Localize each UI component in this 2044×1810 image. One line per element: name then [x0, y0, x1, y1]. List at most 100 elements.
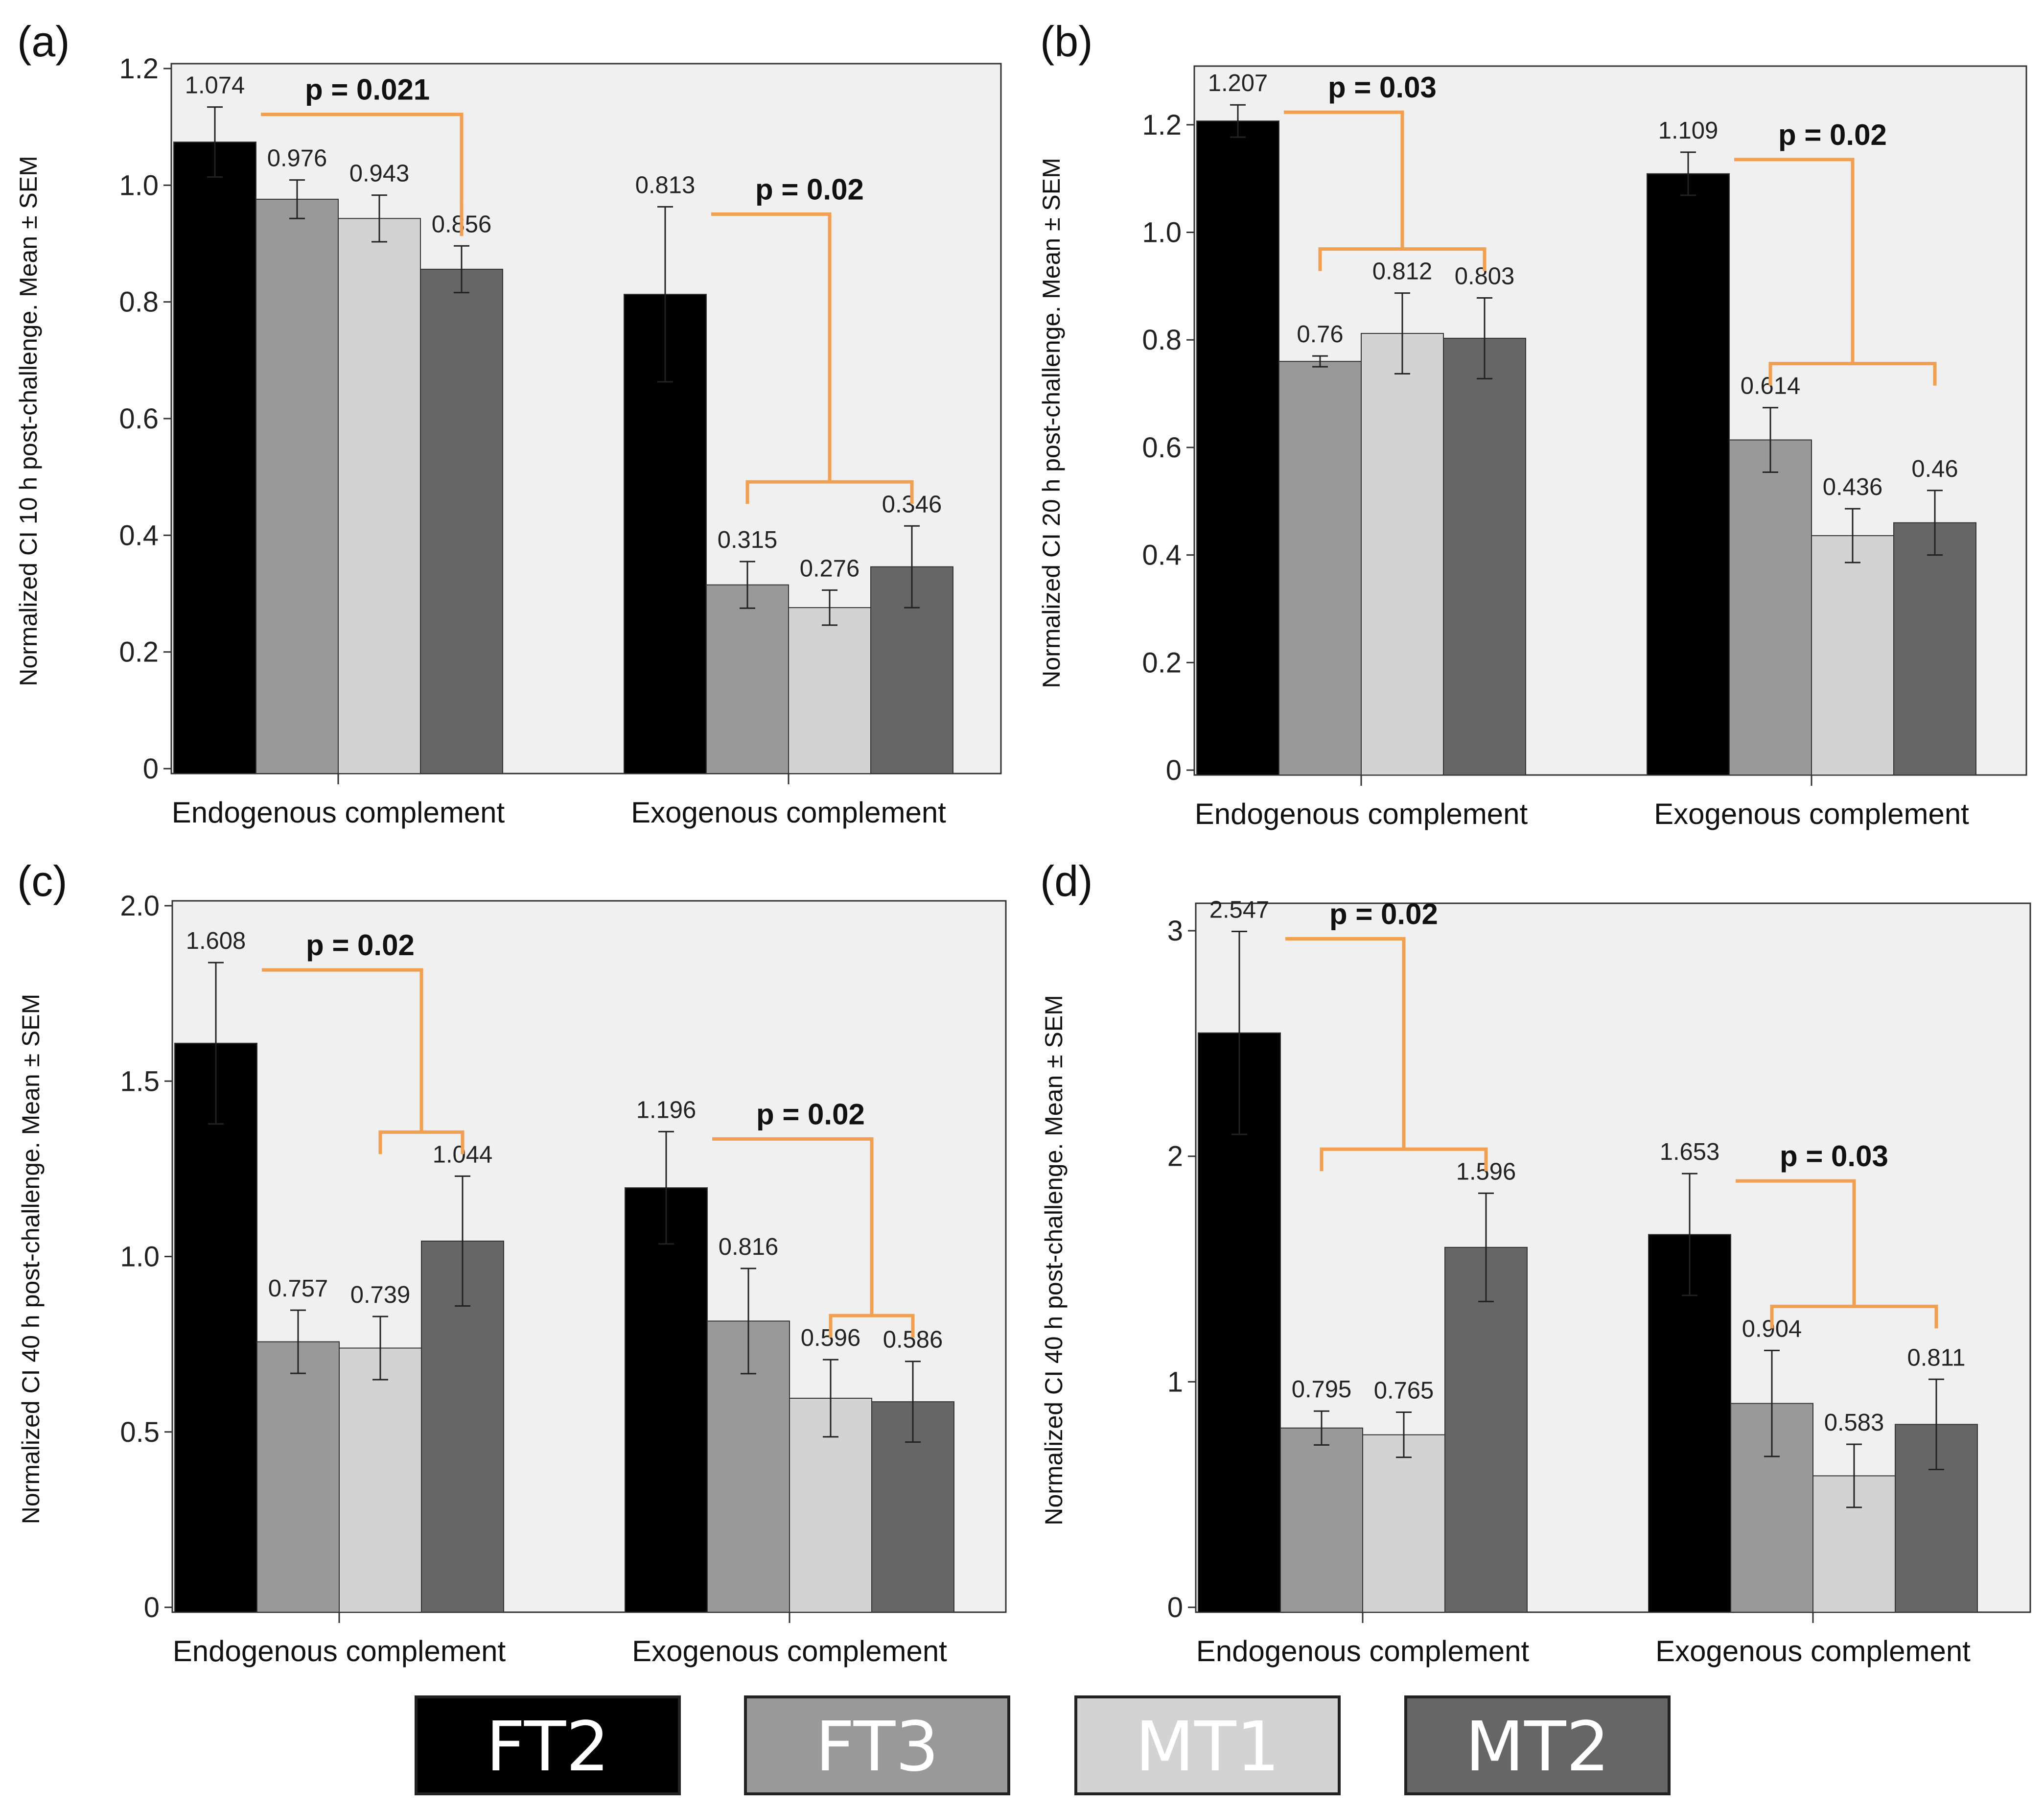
significance-bracket — [1318, 247, 1487, 271]
category-label: Exogenous complement — [632, 1635, 947, 1668]
bar-mt2 — [1893, 522, 1976, 776]
data-label: 0.76 — [1297, 321, 1343, 348]
y-tick-label: 1.2 — [119, 53, 159, 85]
bar-mt1 — [1811, 535, 1894, 776]
category-label: Endogenous complement — [172, 796, 505, 829]
significance-bracket — [1284, 110, 1404, 249]
y-tick-label: 0 — [1167, 1592, 1183, 1623]
data-label: 1.653 — [1660, 1139, 1720, 1165]
data-label: 1.207 — [1208, 70, 1268, 96]
legend-swatch-mt1 — [1074, 1695, 1341, 1795]
significance-bracket — [1285, 937, 1406, 1150]
y-tick-label: 0 — [1166, 754, 1182, 786]
data-label: 0.583 — [1824, 1410, 1884, 1436]
y-tick-label: 1.0 — [1142, 217, 1182, 249]
y-tick-label: 0.8 — [1142, 324, 1182, 356]
category-label: Exogenous complement — [1655, 1635, 1971, 1668]
data-label: 1.608 — [186, 928, 246, 954]
y-tick-label: 0 — [143, 753, 159, 785]
bar-mt1 — [1361, 333, 1444, 776]
p-value-label: p = 0.02 — [1778, 118, 1887, 151]
p-value-label: p = 0.03 — [1328, 71, 1437, 104]
legend-label-ft3: FT3 — [815, 1707, 939, 1787]
bar-mt1 — [338, 218, 421, 775]
bar-ft2 — [173, 141, 256, 774]
significance-bracket — [378, 1130, 465, 1154]
category-label: Exogenous complement — [1654, 798, 1969, 830]
data-label: 1.074 — [185, 72, 245, 99]
chart-panel-2: (c) 0 0.5 1.0 1.5 2.0 Normalized CI 40 h post-… — [17, 857, 1007, 1668]
panel-label: (a) — [17, 17, 70, 66]
panel-label: (b) — [1040, 17, 1093, 66]
category-label: Exogenous complement — [631, 796, 946, 829]
p-value-label: p = 0.02 — [756, 1098, 865, 1130]
panel-label: (c) — [17, 857, 68, 905]
category-label: Endogenous complement — [1196, 1635, 1530, 1668]
bar-ft3 — [256, 198, 339, 774]
bar-ft3 — [1278, 361, 1362, 776]
bar-mt2 — [1443, 337, 1526, 776]
data-label: 0.46 — [1911, 456, 1958, 482]
chart-panel-3: (d) 0 1 2 3 Normalized CI 40 h post-challenge… — [1040, 857, 2031, 1668]
y-tick-label: 2.0 — [120, 890, 160, 922]
y-tick-label: 1.5 — [120, 1065, 160, 1097]
bar-ft2 — [1648, 1234, 1731, 1613]
y-tick-label: 2 — [1167, 1141, 1183, 1173]
y-tick-label: 0.2 — [119, 636, 159, 668]
y-tick-label: 0 — [144, 1592, 160, 1623]
p-value-label: p = 0.03 — [1780, 1140, 1888, 1173]
y-tick-label: 1.0 — [119, 169, 159, 201]
y-axis-label: Normalized CI 40 h post-challenge. Mean … — [17, 994, 45, 1525]
legend: FT2 FT3 MT1 MT2 — [415, 1695, 1671, 1795]
bar-ft2 — [174, 1042, 257, 1613]
y-tick-label: 0.5 — [120, 1416, 160, 1448]
y-tick-label: 0.6 — [1142, 432, 1182, 464]
data-label: 1.109 — [1658, 118, 1719, 144]
p-value-label: p = 0.021 — [305, 73, 430, 106]
significance-bracket — [1736, 1179, 1856, 1307]
data-label: 0.943 — [349, 161, 410, 187]
data-label: 0.816 — [719, 1234, 779, 1260]
bar-mt1 — [339, 1347, 422, 1613]
significance-bracket — [829, 1314, 915, 1338]
p-value-label: p = 0.02 — [1329, 897, 1438, 930]
category-label: Endogenous complement — [173, 1635, 506, 1668]
bar-mt2 — [1444, 1246, 1528, 1613]
panel-label: (d) — [1040, 857, 1093, 905]
y-tick-label: 0.4 — [1142, 540, 1182, 571]
bar-ft2 — [1647, 173, 1730, 776]
data-label: 0.315 — [718, 527, 778, 553]
legend-swatch-mt2 — [1404, 1695, 1671, 1795]
data-label: 0.795 — [1292, 1376, 1352, 1403]
p-value-label: p = 0.02 — [755, 173, 864, 206]
significance-bracket — [1768, 362, 1937, 386]
bar-ft2 — [625, 1187, 708, 1613]
y-tick-label: 1.0 — [120, 1241, 160, 1273]
y-axis-label: Normalized CI 20 h post-challenge. Mean … — [1038, 158, 1065, 688]
p-value-label: p = 0.02 — [306, 929, 415, 962]
bar-mt2 — [420, 268, 503, 774]
significance-bracket — [262, 968, 423, 1132]
chart-panel-0: (a) 0 0.2 0.4 0.6 0.8 1.0 1.2 Normalized CI 10 h… — [15, 17, 1002, 829]
legend-label-mt1: MT1 — [1135, 1707, 1279, 1787]
category-label: Endogenous complement — [1195, 798, 1528, 830]
data-label: 0.811 — [1907, 1344, 1966, 1371]
bar-ft3 — [1280, 1427, 1363, 1613]
y-tick-label: 0.6 — [119, 403, 159, 435]
bar-ft3 — [1729, 439, 1812, 776]
legend-swatch-ft2 — [415, 1695, 681, 1795]
data-label: 0.765 — [1374, 1378, 1434, 1404]
bar-mt1 — [788, 607, 871, 774]
data-label: 0.812 — [1372, 259, 1433, 285]
y-tick-label: 0.8 — [119, 286, 159, 318]
y-axis-label: Normalized CI 40 h post-challenge. Mean … — [1040, 995, 1068, 1526]
data-label: 0.976 — [267, 145, 327, 172]
bar-ft3 — [706, 584, 789, 774]
significance-bracket — [712, 1137, 874, 1316]
data-label: 1.196 — [636, 1097, 697, 1123]
data-label: 0.276 — [800, 555, 860, 582]
significance-bracket — [1770, 1304, 1938, 1329]
significance-bracket — [745, 480, 914, 504]
significance-bracket — [261, 113, 464, 202]
